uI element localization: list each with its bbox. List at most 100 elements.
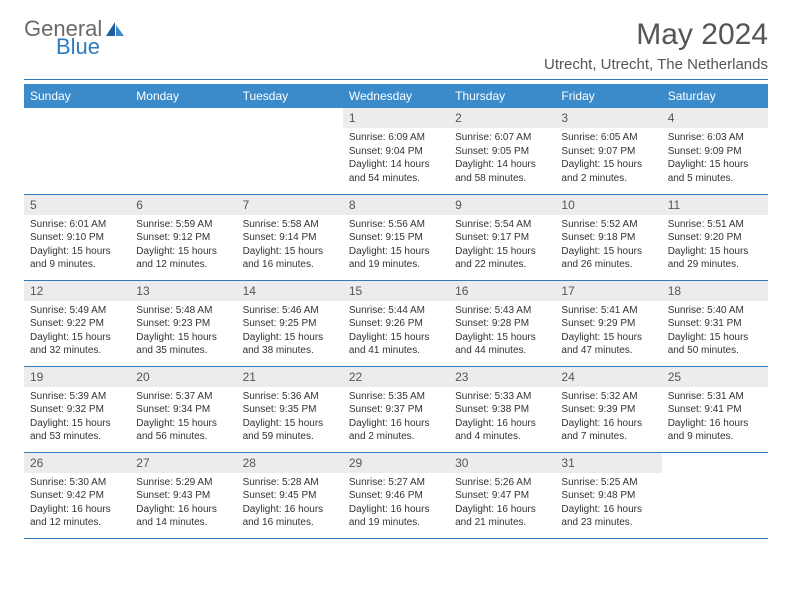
calendar-cell: 3Sunrise: 6:05 AMSunset: 9:07 PMDaylight… (555, 108, 661, 194)
sunrise-text: Sunrise: 6:01 AM (30, 218, 124, 232)
sunset-text: Sunset: 9:04 PM (349, 145, 443, 159)
day-number: 21 (237, 367, 343, 387)
weekday-header: Saturday (662, 84, 768, 108)
day-number: 1 (343, 108, 449, 128)
sunrise-text: Sunrise: 5:52 AM (561, 218, 655, 232)
daylight-text: Daylight: 15 hours and 44 minutes. (455, 331, 549, 358)
day-number: 18 (662, 281, 768, 301)
day-number: 31 (555, 453, 661, 473)
sunrise-text: Sunrise: 5:41 AM (561, 304, 655, 318)
sunrise-text: Sunrise: 5:43 AM (455, 304, 549, 318)
day-number: 6 (130, 195, 236, 215)
calendar-cell: 1Sunrise: 6:09 AMSunset: 9:04 PMDaylight… (343, 108, 449, 194)
daylight-text: Daylight: 16 hours and 14 minutes. (136, 503, 230, 530)
day-number: 10 (555, 195, 661, 215)
sunset-text: Sunset: 9:42 PM (30, 489, 124, 503)
calendar-cell: 29Sunrise: 5:27 AMSunset: 9:46 PMDayligh… (343, 452, 449, 538)
day-number: 19 (24, 367, 130, 387)
daylight-text: Daylight: 15 hours and 9 minutes. (30, 245, 124, 272)
header-rule (24, 79, 768, 80)
calendar-cell: 23Sunrise: 5:33 AMSunset: 9:38 PMDayligh… (449, 366, 555, 452)
calendar-cell: 18Sunrise: 5:40 AMSunset: 9:31 PMDayligh… (662, 280, 768, 366)
day-details: Sunrise: 5:56 AMSunset: 9:15 PMDaylight:… (343, 215, 449, 275)
daylight-text: Daylight: 15 hours and 26 minutes. (561, 245, 655, 272)
sunset-text: Sunset: 9:46 PM (349, 489, 443, 503)
calendar-cell (130, 108, 236, 194)
day-number: 27 (130, 453, 236, 473)
calendar-cell: 19Sunrise: 5:39 AMSunset: 9:32 PMDayligh… (24, 366, 130, 452)
calendar-cell: 17Sunrise: 5:41 AMSunset: 9:29 PMDayligh… (555, 280, 661, 366)
day-details: Sunrise: 5:43 AMSunset: 9:28 PMDaylight:… (449, 301, 555, 361)
page-title: May 2024 (544, 18, 768, 52)
calendar-cell: 16Sunrise: 5:43 AMSunset: 9:28 PMDayligh… (449, 280, 555, 366)
location-label: Utrecht, Utrecht, The Netherlands (544, 56, 768, 73)
calendar-cell: 11Sunrise: 5:51 AMSunset: 9:20 PMDayligh… (662, 194, 768, 280)
day-number: 13 (130, 281, 236, 301)
calendar-cell: 31Sunrise: 5:25 AMSunset: 9:48 PMDayligh… (555, 452, 661, 538)
daylight-text: Daylight: 15 hours and 41 minutes. (349, 331, 443, 358)
day-number: 12 (24, 281, 130, 301)
sunrise-text: Sunrise: 5:56 AM (349, 218, 443, 232)
day-details: Sunrise: 5:41 AMSunset: 9:29 PMDaylight:… (555, 301, 661, 361)
sunrise-text: Sunrise: 6:05 AM (561, 131, 655, 145)
logo-word-blue: Blue (56, 36, 100, 58)
day-number: 16 (449, 281, 555, 301)
day-details: Sunrise: 5:33 AMSunset: 9:38 PMDaylight:… (449, 387, 555, 447)
sunrise-text: Sunrise: 5:26 AM (455, 476, 549, 490)
day-details: Sunrise: 5:39 AMSunset: 9:32 PMDaylight:… (24, 387, 130, 447)
day-number: 4 (662, 108, 768, 128)
daylight-text: Daylight: 15 hours and 22 minutes. (455, 245, 549, 272)
weekday-header: Wednesday (343, 84, 449, 108)
calendar-cell: 9Sunrise: 5:54 AMSunset: 9:17 PMDaylight… (449, 194, 555, 280)
daylight-text: Daylight: 16 hours and 19 minutes. (349, 503, 443, 530)
day-number: 22 (343, 367, 449, 387)
sunset-text: Sunset: 9:41 PM (668, 403, 762, 417)
weekday-header: Monday (130, 84, 236, 108)
calendar-cell (237, 108, 343, 194)
daylight-text: Daylight: 15 hours and 2 minutes. (561, 158, 655, 185)
calendar-cell: 28Sunrise: 5:28 AMSunset: 9:45 PMDayligh… (237, 452, 343, 538)
sunset-text: Sunset: 9:28 PM (455, 317, 549, 331)
sunset-text: Sunset: 9:10 PM (30, 231, 124, 245)
daylight-text: Daylight: 15 hours and 16 minutes. (243, 245, 337, 272)
daylight-text: Daylight: 16 hours and 21 minutes. (455, 503, 549, 530)
calendar-cell (662, 452, 768, 538)
sunset-text: Sunset: 9:47 PM (455, 489, 549, 503)
calendar-cell: 25Sunrise: 5:31 AMSunset: 9:41 PMDayligh… (662, 366, 768, 452)
calendar-cell (24, 108, 130, 194)
daylight-text: Daylight: 15 hours and 53 minutes. (30, 417, 124, 444)
day-number: 24 (555, 367, 661, 387)
sunset-text: Sunset: 9:29 PM (561, 317, 655, 331)
weekday-header: Friday (555, 84, 661, 108)
calendar-week-row: 26Sunrise: 5:30 AMSunset: 9:42 PMDayligh… (24, 452, 768, 538)
day-details: Sunrise: 5:27 AMSunset: 9:46 PMDaylight:… (343, 473, 449, 533)
sunset-text: Sunset: 9:23 PM (136, 317, 230, 331)
calendar-cell: 7Sunrise: 5:58 AMSunset: 9:14 PMDaylight… (237, 194, 343, 280)
sunset-text: Sunset: 9:32 PM (30, 403, 124, 417)
calendar-cell: 8Sunrise: 5:56 AMSunset: 9:15 PMDaylight… (343, 194, 449, 280)
sunrise-text: Sunrise: 5:54 AM (455, 218, 549, 232)
day-details: Sunrise: 6:01 AMSunset: 9:10 PMDaylight:… (24, 215, 130, 275)
sunset-text: Sunset: 9:37 PM (349, 403, 443, 417)
sunset-text: Sunset: 9:17 PM (455, 231, 549, 245)
day-details: Sunrise: 6:05 AMSunset: 9:07 PMDaylight:… (555, 128, 661, 188)
calendar-cell: 30Sunrise: 5:26 AMSunset: 9:47 PMDayligh… (449, 452, 555, 538)
sunrise-text: Sunrise: 5:30 AM (30, 476, 124, 490)
sunrise-text: Sunrise: 5:46 AM (243, 304, 337, 318)
calendar-cell: 2Sunrise: 6:07 AMSunset: 9:05 PMDaylight… (449, 108, 555, 194)
sunrise-text: Sunrise: 5:40 AM (668, 304, 762, 318)
daylight-text: Daylight: 16 hours and 23 minutes. (561, 503, 655, 530)
daylight-text: Daylight: 15 hours and 50 minutes. (668, 331, 762, 358)
day-details: Sunrise: 5:25 AMSunset: 9:48 PMDaylight:… (555, 473, 661, 533)
logo-sail-icon (104, 20, 126, 38)
weekday-header: Tuesday (237, 84, 343, 108)
day-details: Sunrise: 6:07 AMSunset: 9:05 PMDaylight:… (449, 128, 555, 188)
day-number: 23 (449, 367, 555, 387)
day-number: 3 (555, 108, 661, 128)
daylight-text: Daylight: 16 hours and 9 minutes. (668, 417, 762, 444)
sunset-text: Sunset: 9:34 PM (136, 403, 230, 417)
calendar-cell: 12Sunrise: 5:49 AMSunset: 9:22 PMDayligh… (24, 280, 130, 366)
daylight-text: Daylight: 16 hours and 12 minutes. (30, 503, 124, 530)
day-details: Sunrise: 5:26 AMSunset: 9:47 PMDaylight:… (449, 473, 555, 533)
weekday-header-row: Sunday Monday Tuesday Wednesday Thursday… (24, 84, 768, 108)
